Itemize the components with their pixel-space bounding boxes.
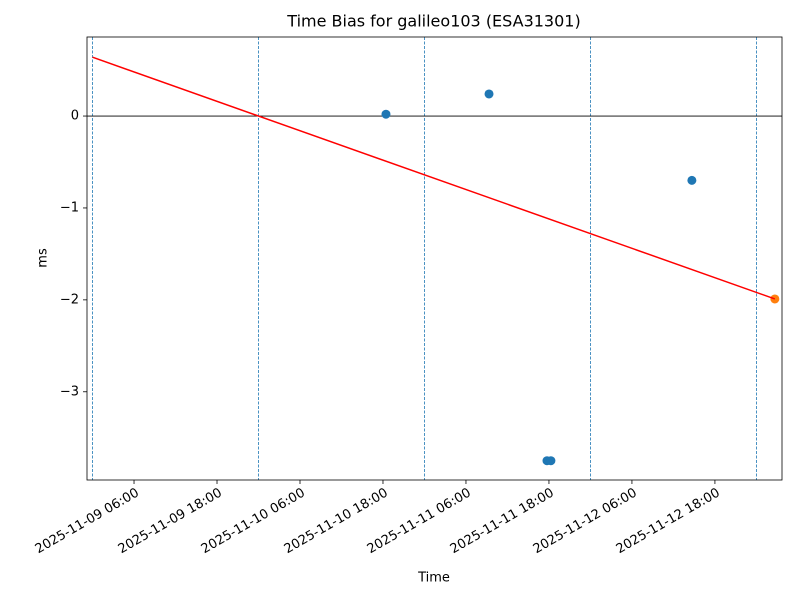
data-point [687,175,697,185]
chart-title: Time Bias for galileo103 (ESA31301) [286,12,580,31]
x-axis-label: Time [417,571,450,586]
y-tick-label: −2 [60,292,79,307]
y-tick-label: −1 [60,200,79,215]
data-point [484,89,494,99]
trend-line [92,56,776,300]
y-axis-label: ms [36,248,51,268]
data-point [381,109,391,119]
y-tick-label: −3 [60,384,79,399]
y-tick-label: 0 [71,109,79,124]
data-point [546,456,556,466]
plot-frame [86,36,783,481]
